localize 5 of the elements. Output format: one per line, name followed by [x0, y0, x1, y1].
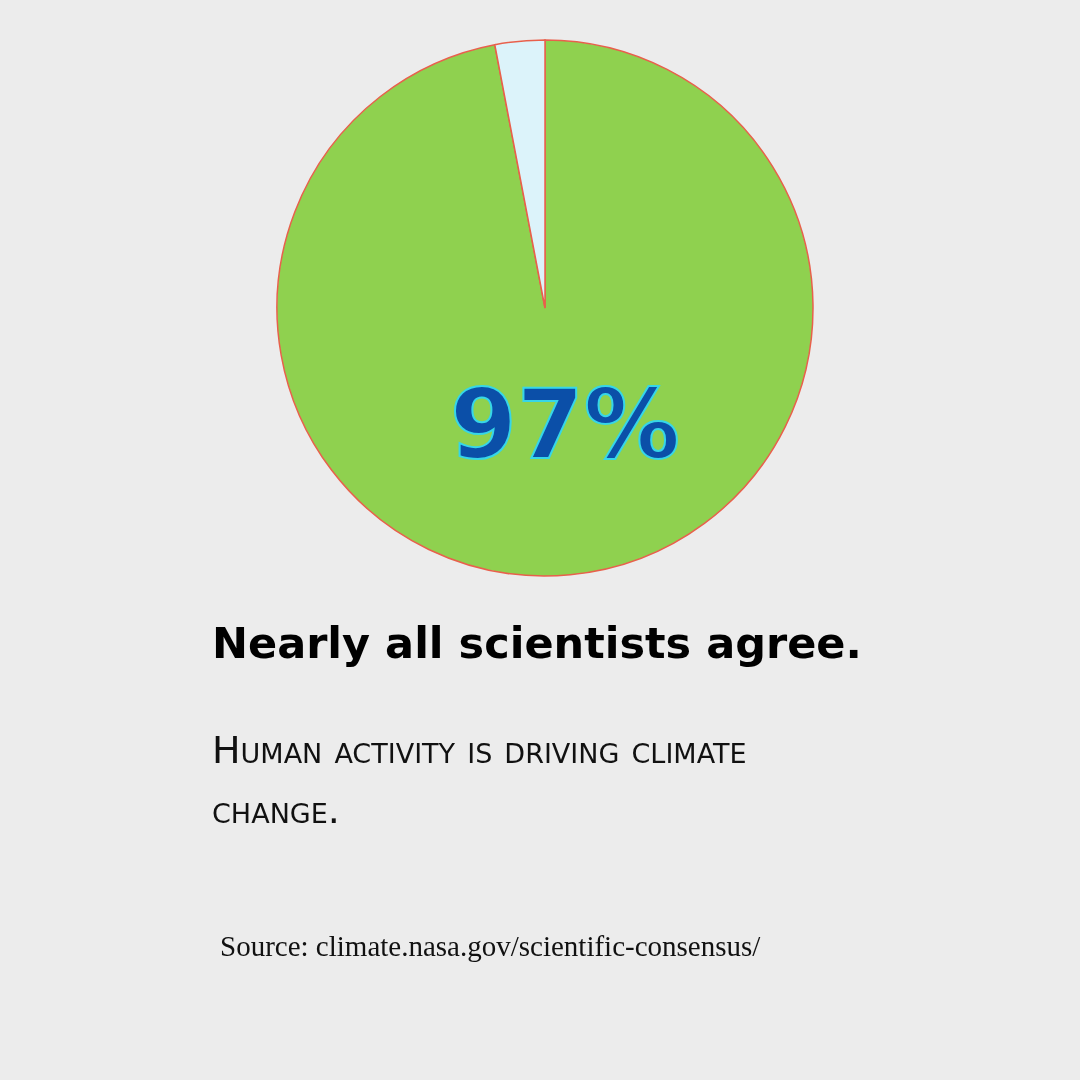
text: Nearly all scientists agree. [212, 618, 862, 668]
text: Human activity is driving climate change. [212, 727, 748, 834]
data-label: 97% [450, 369, 680, 481]
source-note: Source: climate.nasa.gov/scientific-consensus/ [220, 930, 761, 963]
pie-slice [276, 39, 814, 577]
